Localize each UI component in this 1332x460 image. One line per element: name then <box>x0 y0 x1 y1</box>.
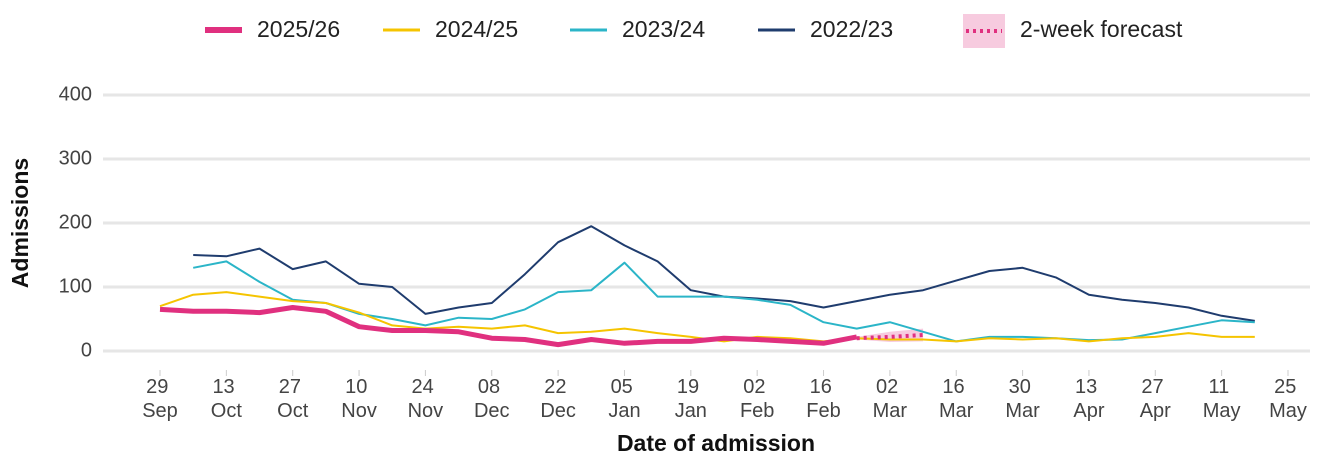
x-tick-day: 05 <box>611 376 639 398</box>
x-tick-day: 24 <box>412 376 440 398</box>
legend-label: 2-week forecast <box>1020 16 1183 42</box>
x-tick-month: Dec <box>540 400 576 422</box>
x-tick-month: Apr <box>1073 400 1104 422</box>
x-axis-title: Date of admission <box>617 430 815 456</box>
x-tick-day: 22 <box>544 376 572 398</box>
x-tick-day: 10 <box>345 376 373 398</box>
x-tick-label: 13 Apr <box>1073 376 1104 422</box>
x-tick-month: Apr <box>1140 400 1171 422</box>
x-tick-label: 27 Apr <box>1140 376 1171 422</box>
x-tick-day: 25 <box>1274 376 1302 398</box>
x-tick-label: 10 Nov <box>341 376 377 422</box>
x-tick-month: Mar <box>939 400 974 422</box>
y-tick-label: 200 <box>59 211 92 233</box>
x-tick-label: 19 Jan <box>675 376 707 422</box>
x-tick-label: 05 Jan <box>608 376 640 422</box>
series-line <box>159 305 858 348</box>
x-tick-day: 02 <box>876 376 904 398</box>
x-tick-day: 29 <box>146 376 174 398</box>
legend-label: 2023/24 <box>622 16 705 42</box>
x-tick-label: 30 Mar <box>1005 376 1040 422</box>
x-tick-label: 16 Mar <box>939 376 974 422</box>
x-tick-month: Sep <box>142 400 178 422</box>
x-tick-month: Nov <box>341 400 377 422</box>
series-line <box>193 260 1255 343</box>
x-tick-month: Oct <box>211 400 243 422</box>
x-tick-month: Feb <box>806 400 840 422</box>
x-tick-month: Feb <box>740 400 774 422</box>
x-tick-day: 27 <box>279 376 307 398</box>
x-tick-day: 13 <box>212 376 240 398</box>
x-tick-month: Mar <box>873 400 908 422</box>
x-tick-label: 11 May <box>1203 376 1241 422</box>
x-tick-day: 19 <box>677 376 705 398</box>
x-tick-day: 16 <box>810 376 838 398</box>
x-tick-month: Nov <box>408 400 444 422</box>
legend-label: 2025/26 <box>257 16 340 42</box>
x-tick-month: Mar <box>1005 400 1040 422</box>
x-tick-month: Jan <box>608 400 640 422</box>
x-tick-label: 25 May <box>1269 376 1307 422</box>
x-tick-month: Jan <box>675 400 707 422</box>
x-tick-month: Oct <box>277 400 309 422</box>
x-tick-label: 02 Mar <box>873 376 908 422</box>
x-tick-month: Dec <box>474 400 510 422</box>
x-tick-label: 29 Sep <box>142 376 178 422</box>
x-tick-label: 16 Feb <box>806 376 840 422</box>
x-tick-label: 13 Oct <box>211 376 243 422</box>
x-tick-label: 08 Dec <box>474 376 510 422</box>
y-axis-title: Admissions <box>7 158 33 288</box>
x-tick-day: 02 <box>743 376 771 398</box>
x-tick-label: 02 Feb <box>740 376 774 422</box>
x-tick-day: 30 <box>1009 376 1037 398</box>
y-tick-label: 300 <box>59 147 92 169</box>
y-tick-label: 100 <box>59 275 92 297</box>
x-tick-label: 27 Oct <box>277 376 309 422</box>
x-tick-day: 27 <box>1141 376 1169 398</box>
y-tick-label: 0 <box>81 339 92 361</box>
series-line <box>193 225 1255 322</box>
x-tick-day: 08 <box>478 376 506 398</box>
legend-label: 2024/25 <box>435 16 518 42</box>
x-tick-month: May <box>1203 400 1241 422</box>
x-tick-day: 16 <box>942 376 970 398</box>
x-tick-day: 13 <box>1075 376 1103 398</box>
x-tick-month: May <box>1269 400 1307 422</box>
legend-swatch <box>963 14 1005 48</box>
x-tick-label: 24 Nov <box>408 376 444 422</box>
series-line <box>159 291 1255 343</box>
y-tick-label: 400 <box>59 83 92 105</box>
legend-label: 2022/23 <box>810 16 893 42</box>
x-tick-label: 22 Dec <box>540 376 576 422</box>
x-tick-day: 11 <box>1208 376 1234 398</box>
